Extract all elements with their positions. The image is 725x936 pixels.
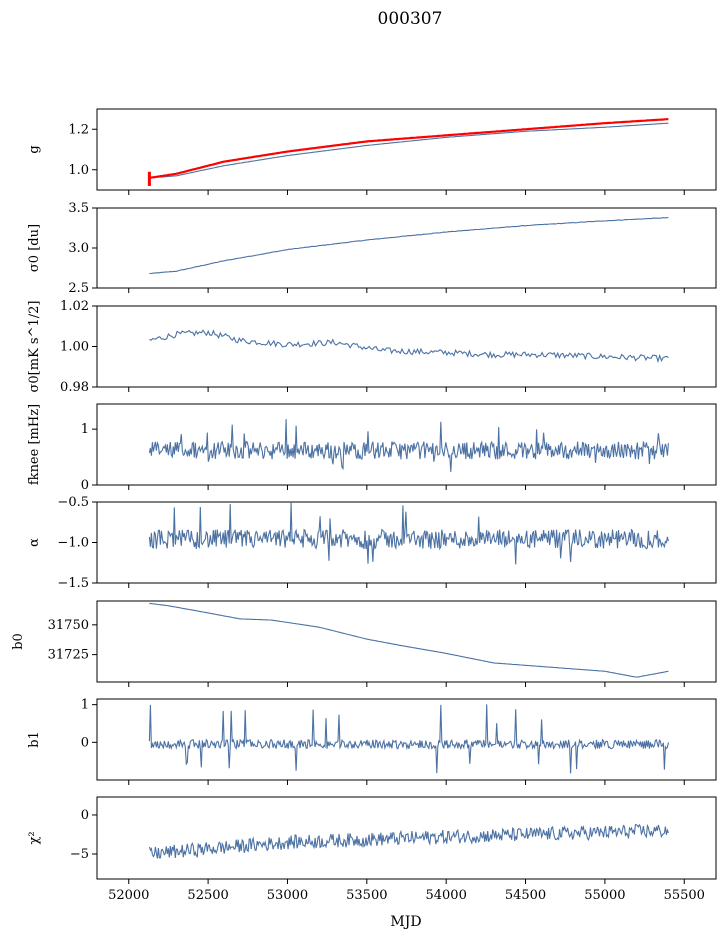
x-tick-label: 53000 bbox=[267, 888, 308, 903]
y-tick-label: 3.0 bbox=[68, 241, 89, 256]
panel-7: 0 1 b1 bbox=[27, 698, 717, 785]
y-axis-label: b0 bbox=[11, 633, 26, 650]
series-line-1 bbox=[149, 329, 669, 364]
series-line bbox=[148, 823, 669, 859]
y-tick-label: −0.5 bbox=[57, 495, 89, 510]
series-line bbox=[148, 704, 669, 774]
series-line-2 bbox=[149, 118, 669, 179]
panel-8: −5 0 52000 52500 53000 53500 54000 54500 55000 55… bbox=[27, 796, 717, 903]
y-tick-label: 0 bbox=[81, 735, 89, 750]
y-tick-label: 3.5 bbox=[68, 201, 89, 216]
y-tick-label: 0 bbox=[81, 478, 89, 493]
y-tick-label: 2.5 bbox=[68, 281, 89, 296]
y-axis-label: σ0 [du] bbox=[27, 224, 42, 272]
y-axis-label: α bbox=[27, 538, 42, 547]
y-axis-label: fknee [mHz] bbox=[27, 404, 42, 485]
axes-frame bbox=[96, 600, 717, 683]
panel-2: 2.5 3.0 3.5 σ0 [du] bbox=[27, 201, 717, 296]
y-tick-label: 0.98 bbox=[60, 380, 89, 395]
panels-group: 1.0 1.2 g 2.5 3.0 3.5 σ0 [du] 0.98 1.00 1.02 σ0[mK… bbox=[11, 108, 717, 903]
x-tick-label: 55000 bbox=[584, 888, 625, 903]
y-tick-label: 1.0 bbox=[68, 163, 89, 178]
x-axis-label: MJD bbox=[390, 914, 421, 930]
y-axis-label: χ² bbox=[27, 831, 42, 844]
y-tick-label: −1.5 bbox=[57, 576, 89, 591]
axes-frame bbox=[96, 403, 717, 486]
series-line bbox=[148, 502, 669, 565]
panel-4: 0 1 fknee [mHz] bbox=[27, 403, 717, 493]
y-tick-label: 1 bbox=[81, 698, 89, 713]
series-line-1 bbox=[149, 216, 669, 275]
x-tick-label: 54000 bbox=[425, 888, 466, 903]
y-tick-label: 1 bbox=[81, 422, 89, 437]
x-tick-label: 52000 bbox=[108, 888, 149, 903]
y-tick-label: 1.2 bbox=[68, 122, 89, 137]
y-axis-label: b1 bbox=[27, 731, 42, 748]
figure-title: 000307 bbox=[378, 9, 443, 29]
y-tick-label: 31750 bbox=[48, 618, 89, 633]
y-axis-label: g bbox=[27, 145, 42, 153]
y-tick-label: 1.00 bbox=[60, 340, 89, 355]
x-tick-label: 52500 bbox=[187, 888, 228, 903]
panel-3: 0.98 1.00 1.02 σ0[mK s^1/2] bbox=[27, 299, 717, 395]
y-tick-label: −1.0 bbox=[57, 536, 89, 551]
axes-frame bbox=[96, 796, 717, 880]
axes-frame bbox=[96, 305, 717, 388]
y-axis-label: σ0[mK s^1/2] bbox=[27, 301, 42, 393]
series-line-1 bbox=[149, 602, 669, 678]
y-tick-label: 31725 bbox=[48, 648, 89, 663]
axes-frame bbox=[96, 698, 717, 781]
series-line-1 bbox=[149, 122, 669, 179]
y-tick-label: −5 bbox=[70, 847, 89, 862]
panel-6: 31725 31750 b0 bbox=[11, 600, 717, 687]
x-tick-label: 53500 bbox=[346, 888, 387, 903]
panel-1: 1.0 1.2 g bbox=[27, 108, 717, 195]
x-tick-label: 54500 bbox=[505, 888, 546, 903]
panel-5: −1.5 −1.0 −0.5 α bbox=[27, 495, 717, 591]
y-tick-label: 1.02 bbox=[60, 299, 89, 314]
series-line bbox=[148, 419, 669, 472]
x-tick-label: 55500 bbox=[664, 888, 705, 903]
y-tick-label: 0 bbox=[81, 808, 89, 823]
axes-frame bbox=[96, 108, 717, 191]
